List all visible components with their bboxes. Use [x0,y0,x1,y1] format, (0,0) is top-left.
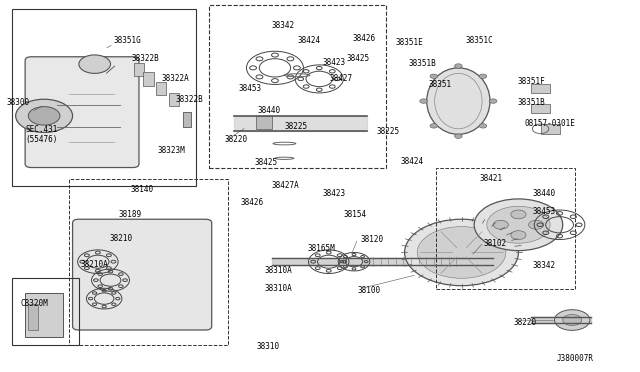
Bar [436,167,575,289]
Text: 38310A: 38310A [264,266,292,275]
Circle shape [430,124,438,128]
Text: 38323M: 38323M [158,146,186,155]
Text: C8320M: C8320M [20,299,48,308]
Circle shape [529,220,544,229]
Text: 38440: 38440 [258,106,281,115]
Text: 38453: 38453 [239,84,262,93]
Bar [169,93,179,106]
Text: 38342: 38342 [532,261,556,270]
Circle shape [417,227,506,278]
Text: 38351B: 38351B [517,98,545,107]
Text: 38351C: 38351C [465,36,493,45]
Bar [256,116,272,129]
Text: 38120: 38120 [360,235,383,244]
Circle shape [404,219,518,286]
Text: 38424: 38424 [297,36,320,45]
Text: 38425: 38425 [255,157,278,167]
Text: 08157-0301E: 08157-0301E [525,119,575,128]
Text: 38423: 38423 [323,189,346,198]
Text: 38427A: 38427A [272,181,300,190]
Circle shape [454,134,462,138]
Circle shape [420,99,428,103]
Circle shape [15,99,72,132]
Bar [25,293,63,337]
Text: 38300: 38300 [6,99,29,108]
Text: 38351F: 38351F [517,77,545,86]
Circle shape [430,74,438,78]
Text: 38189: 38189 [119,210,142,219]
Text: 38421: 38421 [479,174,502,183]
Text: 38100: 38100 [357,286,380,295]
Circle shape [493,220,508,229]
Circle shape [511,210,526,219]
Bar [541,124,559,134]
Text: 38220: 38220 [225,135,248,144]
Text: 38165M: 38165M [307,244,335,253]
Circle shape [28,107,60,125]
Circle shape [511,231,526,240]
Text: 38140: 38140 [131,185,154,194]
Text: 38351E: 38351E [395,38,423,47]
Text: 38322B: 38322B [131,54,159,63]
Text: 38210: 38210 [109,234,132,243]
Text: 38424: 38424 [401,157,424,166]
Text: 38426: 38426 [241,198,264,207]
Circle shape [454,64,462,68]
Bar [143,72,154,86]
Bar [531,84,550,93]
Bar [28,304,38,330]
Text: J380007R: J380007R [556,354,593,363]
Text: 38322B: 38322B [175,95,204,104]
Bar [209,5,386,167]
Text: 38225: 38225 [284,122,308,131]
Bar [183,112,191,127]
Circle shape [474,199,563,251]
Bar [134,63,144,76]
Text: 38351B: 38351B [408,58,436,68]
Circle shape [79,55,111,73]
Circle shape [490,99,497,103]
Text: 38425: 38425 [346,54,369,63]
Text: 38453: 38453 [532,206,556,216]
FancyBboxPatch shape [25,57,139,167]
Text: 38342: 38342 [272,21,295,30]
Bar [13,278,79,345]
Text: SEC.431
(55476): SEC.431 (55476) [25,125,58,144]
Text: 38102: 38102 [484,239,507,248]
Text: 38220: 38220 [513,318,536,327]
Text: 38210A: 38210A [81,260,109,269]
Text: 38322A: 38322A [161,74,189,83]
Text: 38351: 38351 [429,80,452,89]
Circle shape [479,74,487,78]
Bar [13,9,196,186]
Text: 38154: 38154 [343,210,366,219]
FancyBboxPatch shape [72,219,212,330]
Circle shape [479,124,487,128]
Text: 38225: 38225 [377,127,400,136]
Text: 38310A: 38310A [264,284,292,293]
Text: 38440: 38440 [532,189,556,198]
Circle shape [554,310,590,330]
Text: 38427: 38427 [330,74,353,83]
Circle shape [487,206,550,243]
Bar [156,81,166,95]
Circle shape [563,314,582,326]
Text: 38310: 38310 [257,342,280,351]
Text: 38351G: 38351G [114,36,141,45]
Bar [531,104,550,113]
Ellipse shape [427,68,490,134]
Bar [69,179,227,345]
Text: 38423: 38423 [323,58,346,67]
Text: 38426: 38426 [353,34,376,43]
